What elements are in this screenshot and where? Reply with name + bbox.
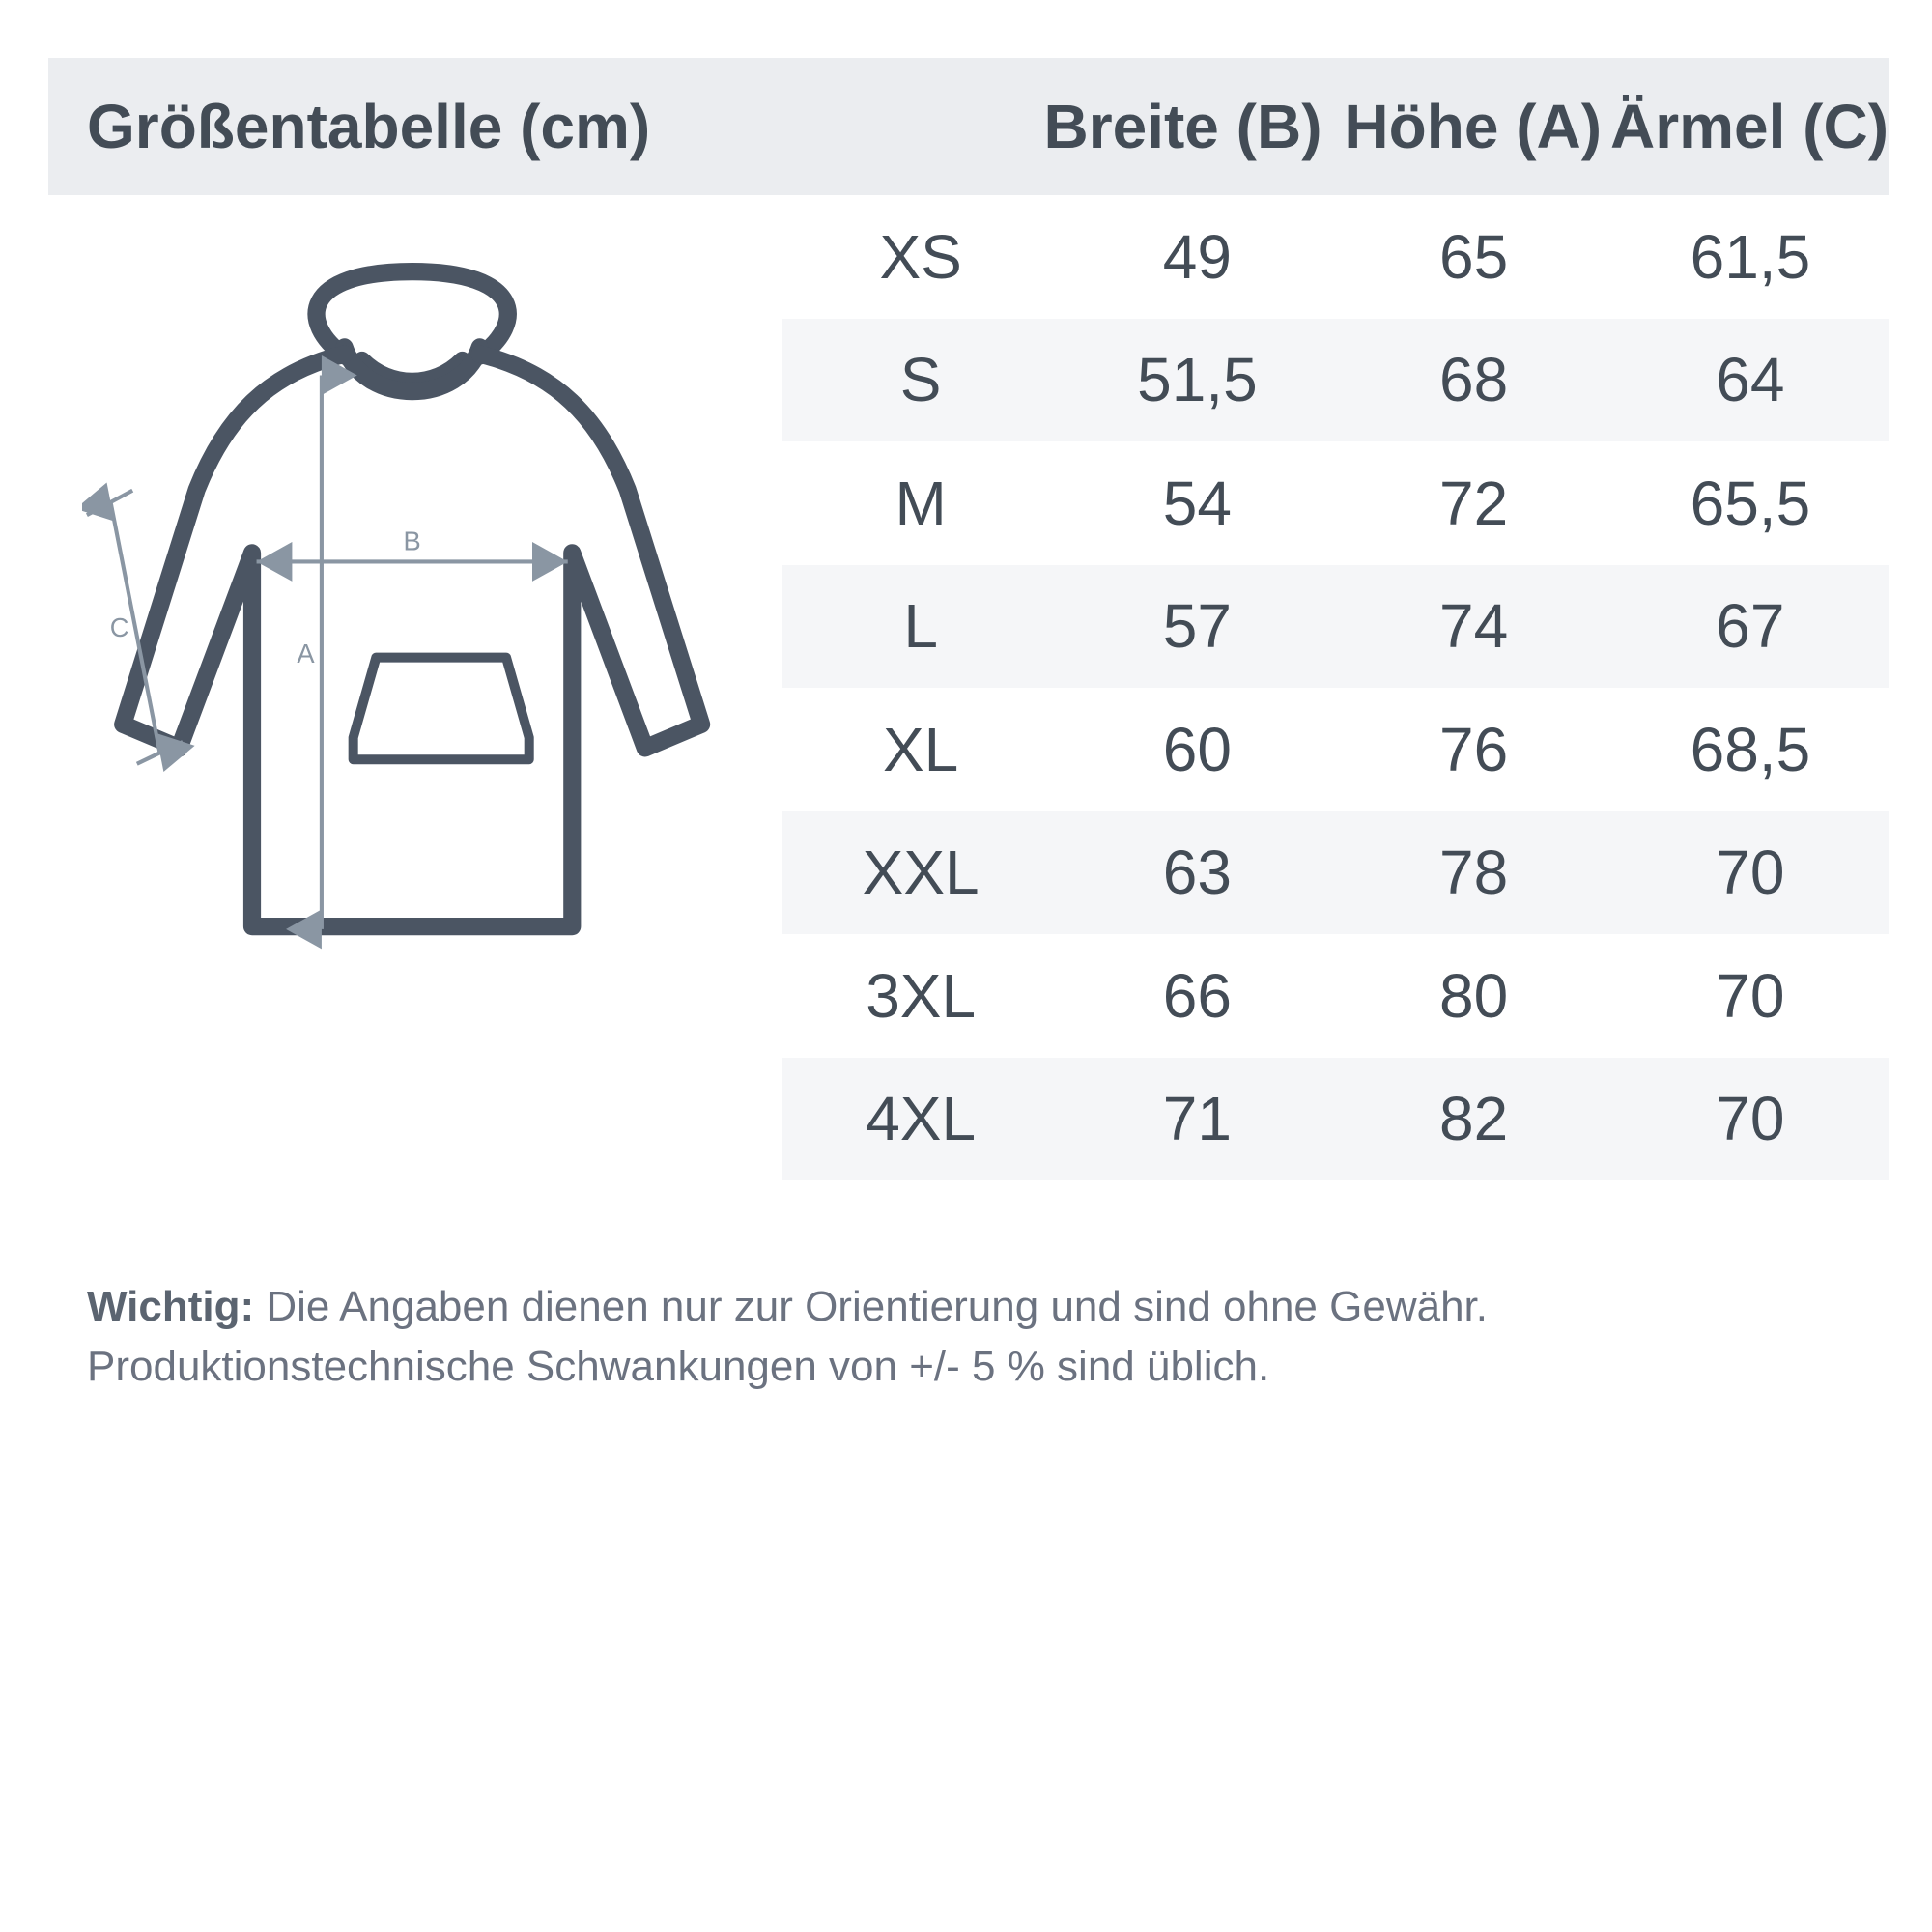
svg-text:C: C — [110, 612, 129, 642]
svg-text:B: B — [404, 526, 421, 556]
svg-text:A: A — [297, 639, 315, 668]
